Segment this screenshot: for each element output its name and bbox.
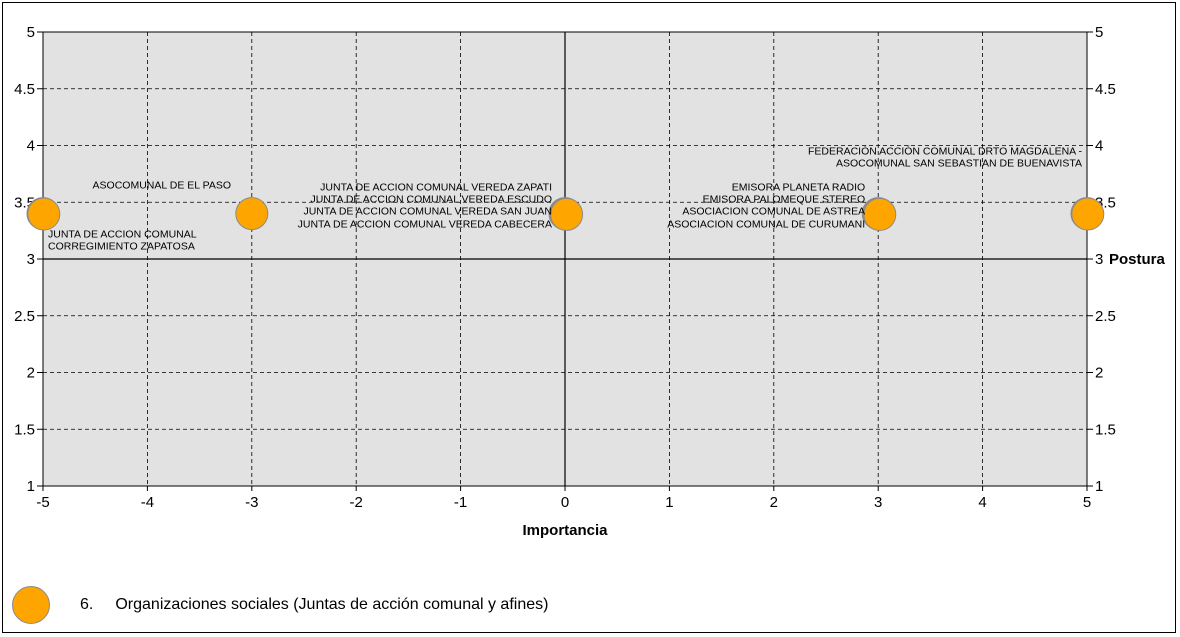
data-point-label: EMISORA PALOMEQUE STEREO <box>703 194 866 206</box>
data-point-label: JUNTA DE ACCION COMUNAL VEREDA ESCUDO <box>310 194 552 206</box>
y-tick-label-left: 2 <box>27 365 35 382</box>
y-tick-label-right: 2.5 <box>1095 308 1116 325</box>
y-tick-label-right: 4 <box>1095 138 1103 155</box>
data-point-label: ASOCOMUNAL SAN SEBASTIAN DE BUENAVISTA <box>836 158 1082 170</box>
x-tick-label: 2 <box>770 494 778 511</box>
y-tick-label-left: 4.5 <box>14 81 35 98</box>
legend-label: Organizaciones sociales (Juntas de acció… <box>115 596 549 613</box>
legend-number: 6. <box>80 596 94 613</box>
y-tick-label-left: 5 <box>27 24 35 41</box>
data-point <box>27 197 61 231</box>
data-point <box>550 197 584 231</box>
x-tick-label: -4 <box>141 494 154 511</box>
y-tick-label-left: 1.5 <box>14 421 35 438</box>
data-point-label: FEDERACIÓN ACCIÓN COMUNAL DRTO MAGDALENA… <box>808 145 1083 158</box>
data-point-label: CORREGIMIENTO ZAPATOSA <box>48 241 195 253</box>
y-tick-labels-right: 11.522.533.544.55 <box>1095 24 1116 495</box>
y-axis-title: Postura <box>1109 251 1166 268</box>
x-tick-labels: -5 -4 -3 -2 -1 0 1 2 3 4 5 <box>36 494 1091 511</box>
y-tick-label-left: 2.5 <box>14 308 35 325</box>
y-tick-label-right: 4.5 <box>1095 81 1116 98</box>
y-tick-label-right: 5 <box>1095 24 1103 41</box>
data-point <box>1071 197 1105 231</box>
x-tick-label: -2 <box>350 494 363 511</box>
x-tick-label: 3 <box>874 494 882 511</box>
scatter-chart: -5 -4 -3 -2 -1 0 1 2 3 4 5 11.522.533.544.55 11.52… <box>14 24 1166 539</box>
data-point-label: ASOCIACION COMUNAL DE CURUMANI <box>667 219 865 231</box>
y-tick-labels-left: 11.522.533.544.55 <box>14 24 35 495</box>
y-tick-label-right: 1.5 <box>1095 421 1116 438</box>
x-tick-label: 1 <box>665 494 673 511</box>
x-tick-label: -1 <box>454 494 467 511</box>
orange-circle-icon <box>12 586 50 624</box>
data-point-label: ASOCOMUNAL DE EL PASO <box>93 180 231 192</box>
legend: 6. Organizaciones sociales (Juntas de ac… <box>12 585 548 625</box>
data-point-label: ASOCIACION COMUNAL DE ASTREA <box>682 206 865 218</box>
x-axis-title: Importancia <box>522 522 608 539</box>
y-tick-label-left: 1 <box>27 478 35 495</box>
x-tick-label: 0 <box>561 494 569 511</box>
data-point-label: JUNTA DE ACCION COMUNAL VEREDA ZAPATI <box>320 182 552 194</box>
data-point <box>863 197 897 231</box>
data-points <box>26 197 1105 231</box>
y-tick-label-left: 3 <box>27 251 35 268</box>
data-point <box>235 197 269 231</box>
data-point-label: JUNTA DE ACCION COMUNAL VEREDA SAN JUAN <box>303 206 552 218</box>
x-tick-label: -5 <box>36 494 49 511</box>
data-point-label: EMISORA PLANETA RADIO <box>732 182 865 194</box>
y-tick-label-left: 4 <box>27 138 35 155</box>
data-point-label: JUNTA DE ACCION COMUNAL <box>48 229 197 241</box>
y-tick-label-right: 2 <box>1095 365 1103 382</box>
x-tick-label: 5 <box>1083 494 1091 511</box>
x-tick-label: -3 <box>245 494 258 511</box>
data-point-label: JUNTA DE ACCION COMUNAL VEREDA CABECERA <box>298 219 552 231</box>
y-tick-label-right: 3 <box>1095 251 1103 268</box>
x-tick-label: 4 <box>978 494 986 511</box>
y-tick-label-right: 1 <box>1095 478 1103 495</box>
